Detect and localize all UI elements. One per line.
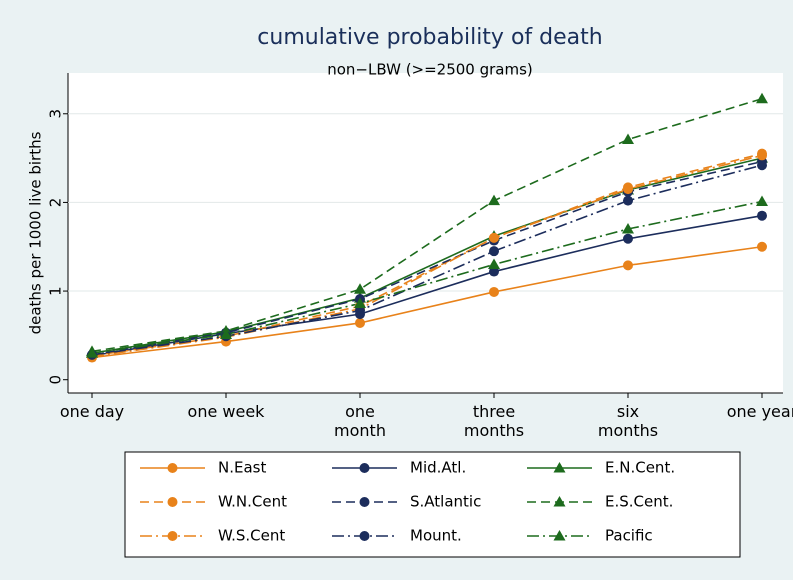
legend-label: E.S.Cent. [605,493,673,511]
marker [553,462,566,473]
x-tick-label: three months [463,402,525,440]
series-line [91,97,763,353]
chart-title: cumulative probability of death [257,25,602,50]
marker [757,210,767,221]
legend-label: W.S.Cent [218,527,285,545]
marker [756,195,768,207]
series-line [91,200,763,354]
legend-label: Mid.Atl. [410,459,466,477]
marker [622,223,634,234]
legend-label: N.East [218,459,266,477]
marker [489,232,499,243]
marker [167,497,178,507]
marker [488,194,500,206]
plot-area [68,73,783,393]
marker [86,347,98,358]
marker [354,283,366,294]
marker [757,241,767,252]
marker [167,531,178,541]
marker [622,133,634,144]
marker [623,233,633,244]
series-line [91,154,763,358]
series-line [91,245,763,359]
marker [489,266,499,277]
y-tick-label: 2 [47,198,65,208]
marker [359,463,370,473]
x-tick-label: one month [334,402,386,440]
marker [220,328,232,339]
legend-label: E.N.Cent. [605,459,675,477]
x-tick-label: one day [59,402,125,421]
marker [489,286,499,297]
y-tick-label: 1 [47,286,65,296]
x-tick-label: six months [597,402,659,440]
legend-label: Pacific [605,527,653,545]
marker [553,496,566,507]
marker [359,531,370,541]
x-tick-label: one year [726,402,793,421]
y-tick-label: 3 [47,109,65,119]
marker [553,530,566,541]
marker [757,160,767,171]
marker [757,150,767,161]
y-tick-label: 0 [47,375,65,385]
chart-subtitle: non−LBW (>=2500 grams) [327,61,533,79]
series-line [91,157,763,354]
marker [623,260,633,271]
marker [167,463,178,473]
legend-label: S.Atlantic [410,493,481,511]
marker [355,317,365,328]
marker [623,195,633,206]
marker [489,246,499,257]
legend-box [124,451,741,558]
series-line [91,164,763,356]
marker [488,258,500,269]
legend-label: W.N.Cent [218,493,287,511]
y-axis-label: deaths per 1000 live births [27,131,45,334]
series-line [91,160,763,356]
marker [623,184,633,195]
marker [359,497,370,507]
marker [354,297,366,308]
x-tick-label: one week [187,402,265,421]
legend-label: Mount. [410,527,462,545]
marker [355,305,365,316]
marker [756,92,768,104]
